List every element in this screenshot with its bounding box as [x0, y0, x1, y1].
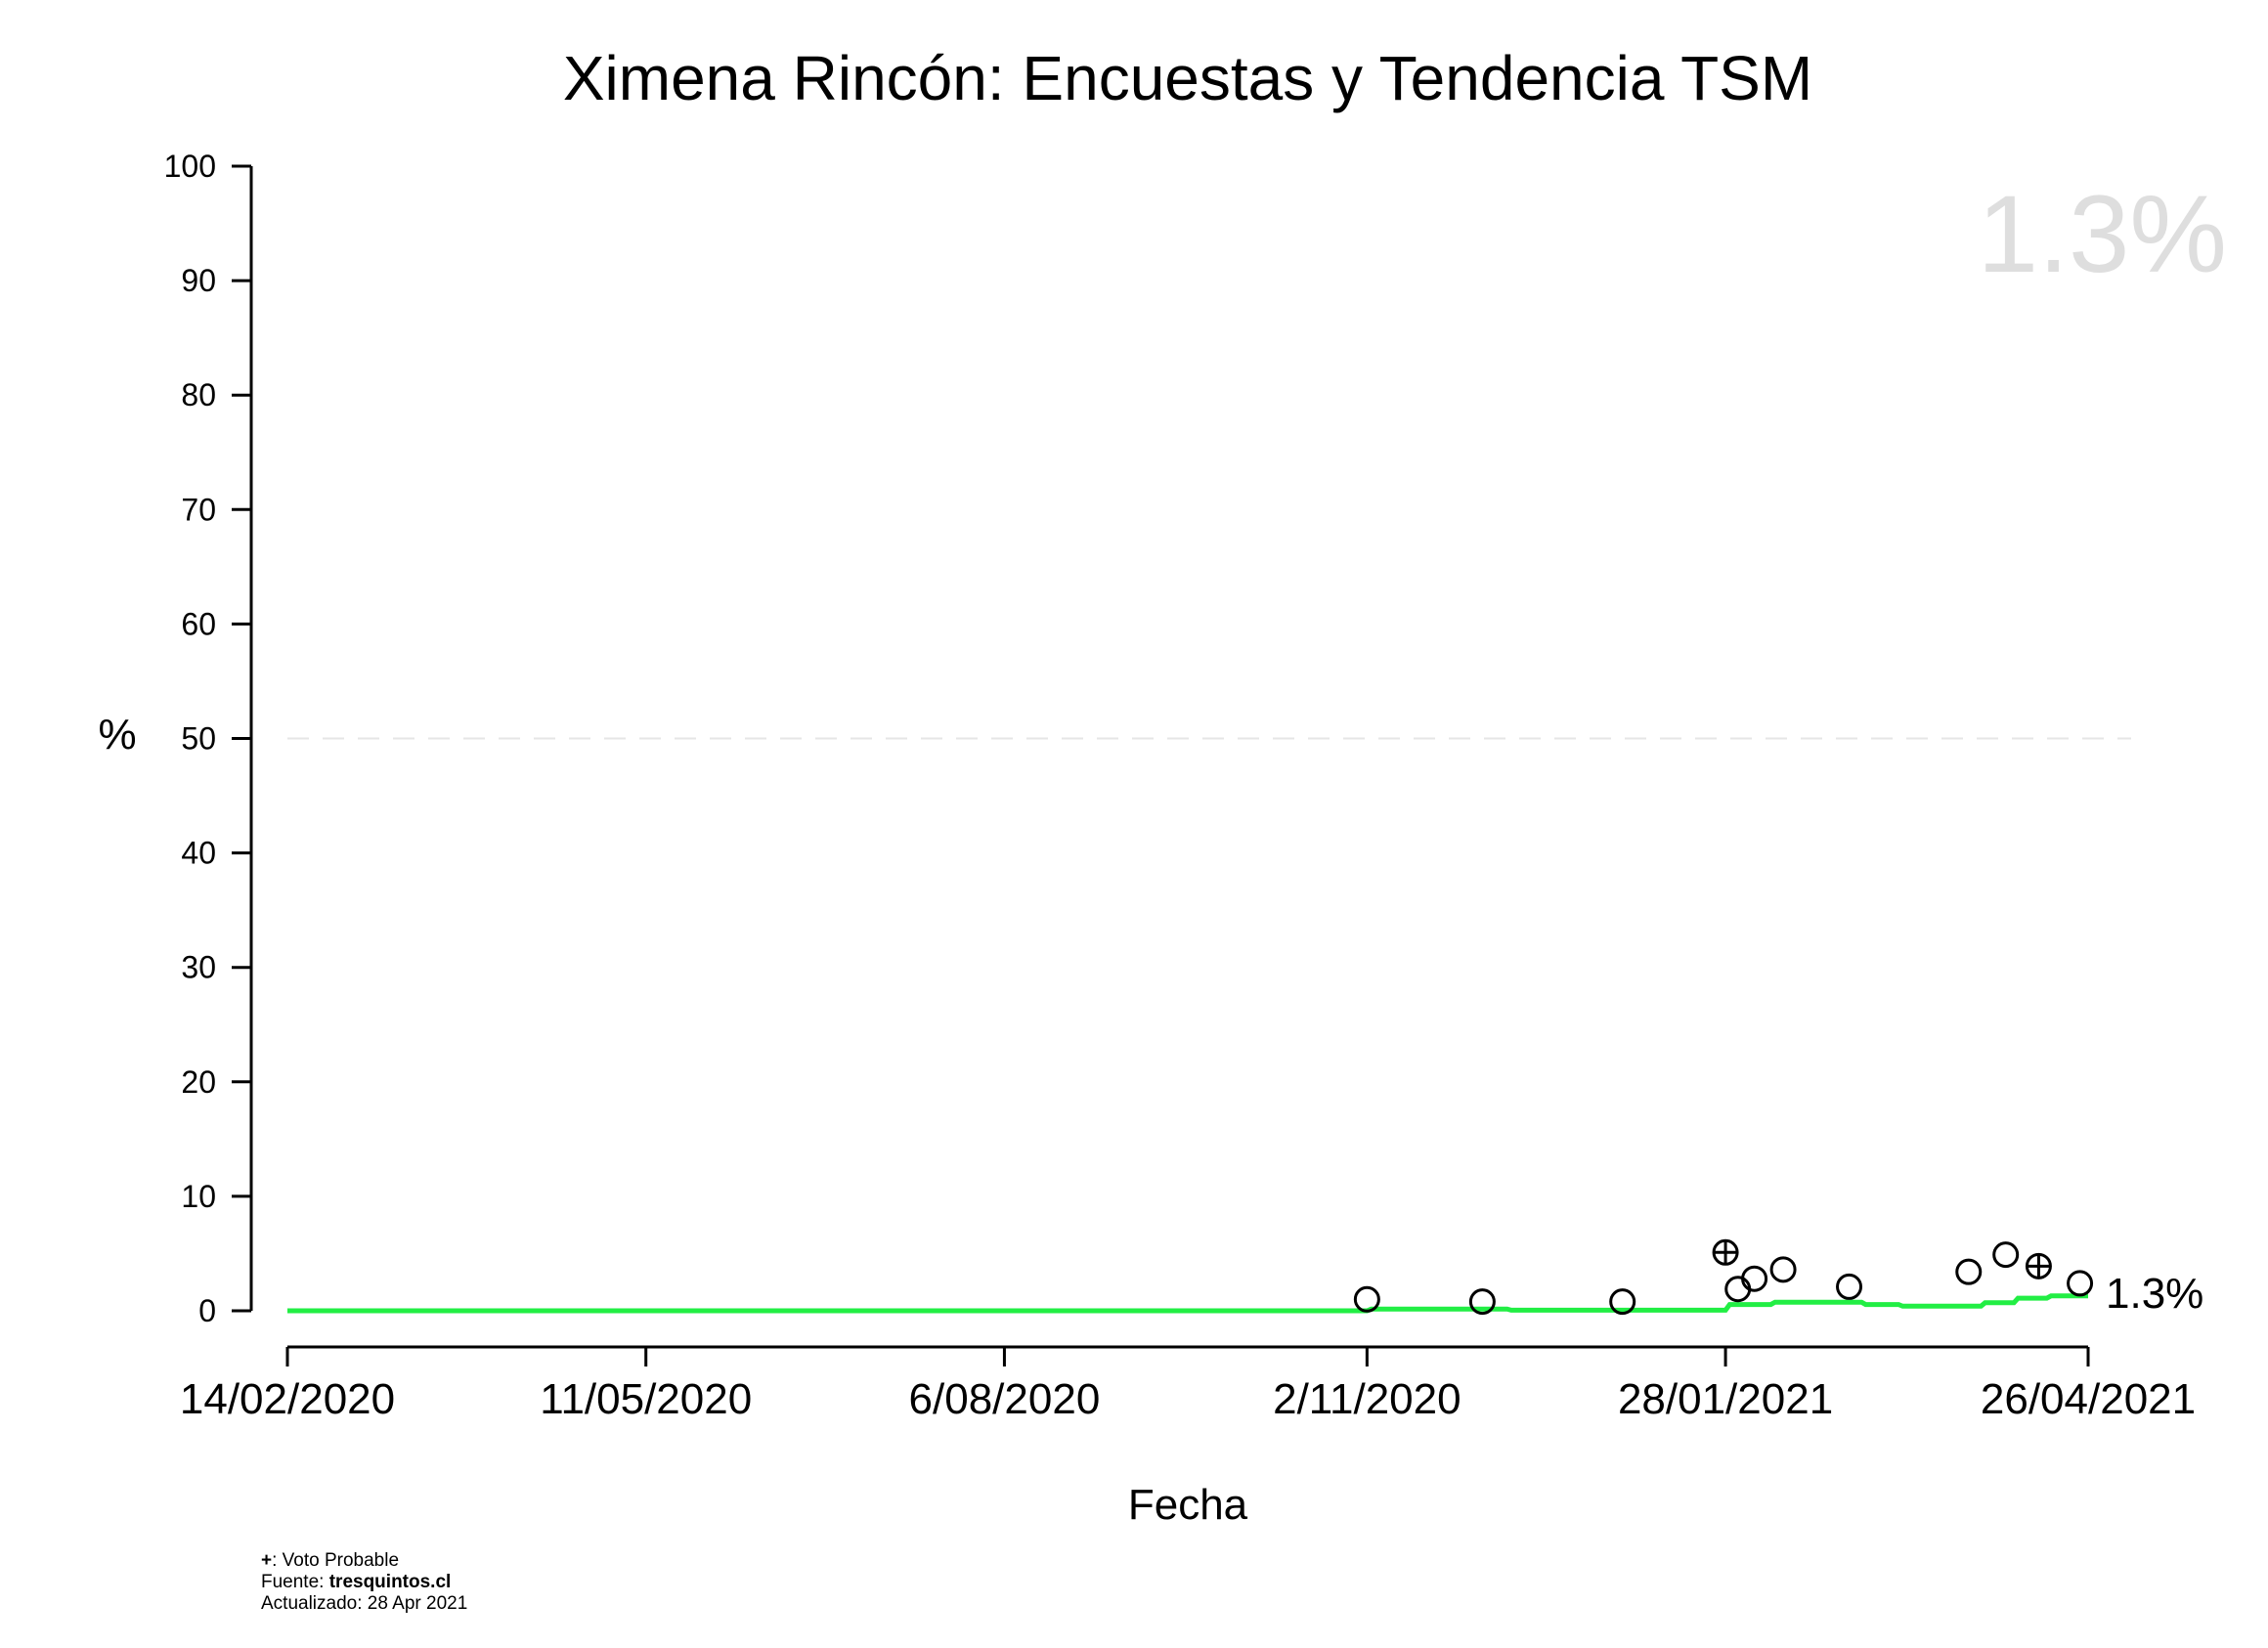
- poll-point-voto-probable: [1712, 1238, 1739, 1266]
- poll-point: [1836, 1273, 1863, 1300]
- chart-title: Ximena Rincón: Encuestas y Tendencia TSM: [563, 43, 1812, 113]
- x-axis-label: Fecha: [1128, 1481, 1248, 1529]
- x-tick-label: 14/02/2020: [180, 1375, 395, 1423]
- y-axis-label: %: [98, 711, 136, 759]
- trend-line: [287, 1293, 2088, 1314]
- y-tick-label: 0: [198, 1293, 216, 1328]
- y-tick-label: 10: [181, 1179, 216, 1214]
- x-tick-label: 6/08/2020: [909, 1375, 1101, 1423]
- poll-point: [1724, 1276, 1752, 1303]
- y-tick-label: 60: [181, 606, 216, 641]
- y-tick-label: 80: [181, 377, 216, 412]
- source-value: tresquintos.cl: [328, 1572, 452, 1592]
- legend-note: +: Voto Probable: [261, 1550, 467, 1572]
- source-note: Fuente: tresquintos.cl: [261, 1572, 467, 1593]
- poll-point: [1992, 1241, 2020, 1269]
- poll-point: [1955, 1258, 1983, 1285]
- y-tick-label: 70: [181, 492, 216, 527]
- trend-end-label: 1.3%: [2106, 1270, 2203, 1318]
- y-tick-label: 90: [181, 263, 216, 298]
- poll-point-voto-probable: [2025, 1252, 2052, 1279]
- poll-point: [1468, 1288, 1496, 1316]
- poll-point: [1353, 1285, 1380, 1313]
- y-tick-label: 30: [181, 950, 216, 985]
- poll-point: [1769, 1256, 1797, 1283]
- y-tick-label: 20: [181, 1064, 216, 1100]
- y-tick-label: 40: [181, 836, 216, 871]
- x-tick-label: 28/01/2021: [1618, 1375, 1833, 1423]
- x-tick-label: 2/11/2020: [1273, 1375, 1461, 1423]
- y-tick-label: 50: [181, 721, 216, 757]
- voto-probable-label: : Voto Probable: [272, 1550, 400, 1571]
- y-tick-label: 100: [164, 149, 216, 184]
- poll-point: [1609, 1288, 1636, 1316]
- y-axis: 0 10 20 30 40 50 60 70 80 90 100: [164, 149, 253, 1328]
- voto-probable-symbol: +: [261, 1550, 273, 1571]
- source-label: Fuente:: [261, 1572, 329, 1592]
- poll-points: [1353, 1238, 2094, 1316]
- chart-footer: +: Voto Probable Fuente: tresquintos.cl …: [261, 1550, 467, 1615]
- x-tick-label: 26/04/2021: [1981, 1375, 2196, 1423]
- x-axis: 14/02/2020 11/05/2020 6/08/2020 2/11/2020 28…: [180, 1345, 2196, 1423]
- watermark-value: 1.3%: [1978, 173, 2227, 295]
- updated-note: Actualizado: 28 Apr 2021: [261, 1593, 468, 1614]
- x-tick-label: 11/05/2020: [540, 1375, 752, 1423]
- poll-point: [2067, 1270, 2094, 1297]
- poll-point: [1741, 1265, 1768, 1292]
